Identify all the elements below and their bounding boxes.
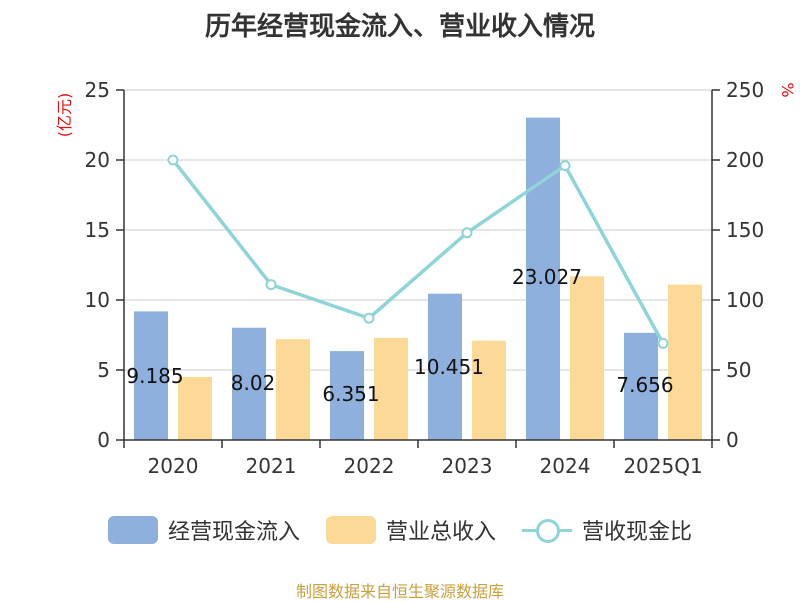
data-label-cash-inflow: 10.451 bbox=[414, 355, 484, 379]
ratio-point bbox=[559, 160, 571, 172]
bar-revenue bbox=[668, 284, 702, 440]
ratio-point bbox=[461, 227, 473, 239]
legend-swatch-cash-inflow bbox=[107, 516, 158, 544]
legend-label-ratio: 营收现金比 bbox=[582, 520, 693, 545]
left-tick-label: 10 bbox=[85, 288, 110, 312]
bar-cash-inflow bbox=[134, 311, 168, 440]
right-tick-label: 250 bbox=[726, 78, 764, 102]
right-tick-label: 150 bbox=[726, 218, 764, 242]
x-tick-label: 2025Q1 bbox=[623, 454, 702, 478]
bar-cash-inflow bbox=[330, 351, 364, 440]
grid-lines bbox=[124, 89, 712, 371]
legend: 经营现金流入 营业总收入 营收现金比 bbox=[0, 514, 800, 546]
left-tick-label: 20 bbox=[85, 148, 110, 172]
source-note: 制图数据来自恒生聚源数据库 bbox=[295, 582, 504, 601]
data-label-cash-inflow: 9.185 bbox=[126, 364, 183, 388]
right-axis-unit: % bbox=[778, 82, 797, 97]
x-tick-label: 2021 bbox=[246, 454, 297, 478]
bar-revenue bbox=[178, 377, 212, 440]
right-tick-label: 0 bbox=[726, 428, 739, 452]
left-tick-label: 15 bbox=[85, 218, 110, 242]
bar-revenue bbox=[570, 276, 604, 440]
bar-cash-inflow bbox=[428, 293, 462, 440]
ratio-point bbox=[657, 337, 669, 349]
x-tick-label: 2022 bbox=[344, 454, 395, 478]
bar-cash-inflow bbox=[232, 327, 266, 440]
legend-item-revenue[interactable]: 营业总收入 bbox=[325, 514, 496, 546]
ratio-point bbox=[265, 279, 277, 291]
left-axis-unit: (亿元) bbox=[55, 93, 74, 138]
data-label-cash-inflow: 8.02 bbox=[231, 371, 276, 395]
bar-cash-inflow bbox=[624, 332, 658, 440]
ratio-line-path bbox=[171, 158, 665, 345]
bar-revenue bbox=[276, 339, 310, 440]
bar-revenue bbox=[472, 340, 506, 440]
x-tick-label: 2020 bbox=[148, 454, 199, 478]
legend-swatch-revenue bbox=[325, 516, 376, 544]
x-tick-label: 2024 bbox=[540, 454, 591, 478]
legend-item-ratio[interactable]: 营收现金比 bbox=[522, 514, 692, 546]
ratio-point bbox=[167, 154, 179, 166]
chart-title: 历年经营现金流入、营业收入情况 bbox=[204, 12, 595, 42]
data-labels: 9.185 8.02 6.351 10.451 23.027 7.656 bbox=[126, 265, 673, 406]
legend-label-revenue: 营业总收入 bbox=[385, 520, 496, 545]
legend-swatch-ratio bbox=[522, 516, 572, 544]
x-tick-label: 2023 bbox=[442, 454, 493, 478]
right-tick-label: 200 bbox=[726, 148, 764, 172]
left-tick-label: 0 bbox=[97, 428, 110, 452]
left-tick-label: 25 bbox=[85, 78, 110, 102]
data-label-cash-inflow: 6.351 bbox=[322, 382, 379, 406]
ratio-line bbox=[167, 154, 669, 349]
right-tick-label: 100 bbox=[726, 288, 764, 312]
legend-label-cash-inflow: 经营现金流入 bbox=[167, 520, 300, 545]
data-label-cash-inflow: 23.027 bbox=[512, 265, 582, 289]
left-tick-label: 5 bbox=[97, 358, 110, 382]
legend-item-cash-inflow[interactable]: 经营现金流入 bbox=[107, 514, 300, 546]
bars bbox=[134, 117, 702, 440]
data-label-cash-inflow: 7.656 bbox=[616, 373, 673, 397]
right-tick-label: 50 bbox=[726, 358, 751, 382]
ratio-point bbox=[363, 312, 375, 324]
bar-revenue bbox=[374, 337, 408, 440]
